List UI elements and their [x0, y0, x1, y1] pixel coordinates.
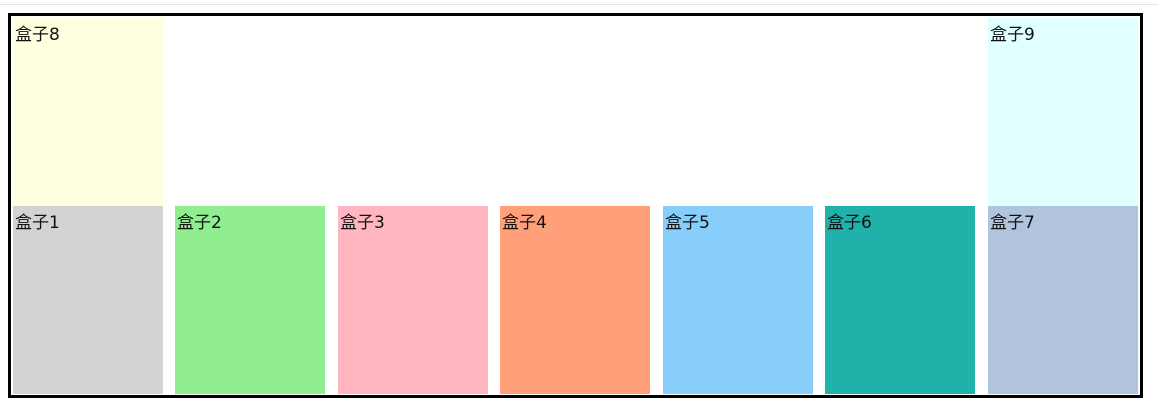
box-6-label: 盒子6 — [827, 213, 872, 233]
box-3: 盒子3 — [338, 206, 488, 394]
box-1-label: 盒子1 — [15, 213, 60, 233]
box-8: 盒子8 — [13, 18, 163, 206]
box-2-label: 盒子2 — [177, 213, 222, 233]
box-2: 盒子2 — [175, 206, 325, 394]
box-4: 盒子4 — [500, 206, 650, 394]
box-4-label: 盒子4 — [502, 213, 547, 233]
box-3-label: 盒子3 — [340, 213, 385, 233]
flex-container: 盒子8 盒子9 盒子1 盒子2 盒子3 盒子4 盒子5 盒子6 盒子7 — [8, 13, 1143, 398]
box-9-label: 盒子9 — [990, 25, 1035, 45]
page-top-divider — [0, 4, 1158, 5]
box-6: 盒子6 — [825, 206, 975, 394]
box-7: 盒子7 — [988, 206, 1138, 394]
box-5-label: 盒子5 — [665, 213, 710, 233]
box-9: 盒子9 — [988, 18, 1138, 206]
box-5: 盒子5 — [663, 206, 813, 394]
box-8-label: 盒子8 — [15, 25, 60, 45]
box-7-label: 盒子7 — [990, 213, 1035, 233]
box-1: 盒子1 — [13, 206, 163, 394]
